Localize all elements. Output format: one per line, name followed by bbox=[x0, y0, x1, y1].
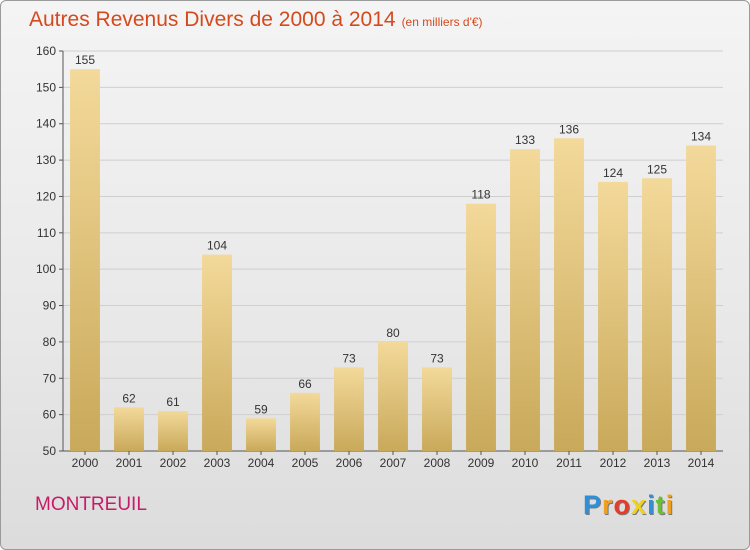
data-label: 104 bbox=[207, 239, 227, 253]
bar bbox=[290, 392, 320, 451]
x-tick-label: 2004 bbox=[248, 456, 275, 470]
bar bbox=[70, 69, 100, 451]
y-tick-label: 160 bbox=[36, 44, 56, 58]
logo-letter: i bbox=[647, 490, 656, 520]
bar bbox=[554, 138, 584, 452]
y-tick-label: 50 bbox=[43, 444, 57, 458]
y-tick-label: 140 bbox=[36, 117, 56, 131]
x-tick-label: 2013 bbox=[644, 456, 671, 470]
data-label: 118 bbox=[471, 188, 490, 202]
logo-letter: x bbox=[631, 490, 648, 520]
y-tick-label: 60 bbox=[43, 408, 57, 422]
y-tick-label: 130 bbox=[36, 153, 56, 167]
x-tick-label: 2009 bbox=[468, 456, 495, 470]
x-tick-label: 2001 bbox=[116, 456, 143, 470]
x-tick-label: 2005 bbox=[292, 456, 319, 470]
bar bbox=[510, 149, 540, 451]
data-label: 133 bbox=[515, 133, 535, 147]
y-tick-label: 80 bbox=[43, 335, 57, 349]
data-label: 124 bbox=[603, 166, 623, 180]
y-tick-labels: 50 60 70 80 90 100 110 120 130 140 150 160 bbox=[36, 44, 56, 458]
x-tick-label: 2007 bbox=[380, 456, 407, 470]
x-tick-label: 2010 bbox=[512, 456, 539, 470]
data-label: 73 bbox=[430, 351, 444, 365]
data-label: 136 bbox=[559, 122, 579, 136]
x-tick-label: 2008 bbox=[424, 456, 451, 470]
chart-unit: (en milliers d'€) bbox=[401, 15, 483, 29]
data-label: 155 bbox=[75, 53, 95, 67]
data-label: 59 bbox=[254, 402, 268, 416]
data-label: 73 bbox=[342, 351, 356, 365]
bar bbox=[422, 367, 452, 451]
x-tick-label: 2011 bbox=[556, 456, 582, 470]
logo-letter: r bbox=[602, 490, 614, 520]
bar bbox=[114, 407, 144, 451]
data-label: 66 bbox=[298, 377, 312, 391]
x-tick-label: 2006 bbox=[336, 456, 363, 470]
logo-letter: o bbox=[613, 490, 632, 520]
data-label: 61 bbox=[166, 395, 180, 409]
y-tick-label: 150 bbox=[36, 80, 56, 94]
data-label: 125 bbox=[647, 162, 667, 176]
bar bbox=[598, 181, 628, 451]
data-labels: 155 62 61 104 59 66 73 80 73 118 133 136 124 125 134 bbox=[75, 53, 711, 416]
logo-letter: t bbox=[655, 490, 666, 520]
x-tick-label: 2003 bbox=[204, 456, 231, 470]
logo-letter: P bbox=[583, 490, 603, 520]
x-tick-label: 2000 bbox=[72, 456, 99, 470]
bar bbox=[686, 145, 716, 451]
logo-letter: i bbox=[665, 490, 675, 520]
chart-title-text: Autres Revenus Divers de 2000 à 2014 bbox=[29, 8, 396, 31]
chart-title: Autres Revenus Divers de 2000 à 2014 (en … bbox=[29, 8, 483, 32]
y-tick-label: 120 bbox=[36, 189, 56, 203]
bars bbox=[70, 69, 716, 452]
bar bbox=[202, 254, 232, 451]
bar bbox=[642, 178, 672, 452]
x-tick-label: 2002 bbox=[160, 456, 187, 470]
y-tick-label: 100 bbox=[36, 262, 56, 276]
data-label: 80 bbox=[386, 326, 400, 340]
y-tick-label: 70 bbox=[43, 371, 57, 385]
bar bbox=[466, 203, 496, 451]
x-tick-labels: 2000 2001 2002 2003 2004 2005 2006 2007 2008 2009… bbox=[72, 456, 715, 470]
y-tick-label: 110 bbox=[37, 226, 56, 240]
y-tick-label: 90 bbox=[43, 299, 57, 313]
bar bbox=[246, 418, 276, 451]
bar bbox=[378, 341, 408, 451]
bar bbox=[158, 411, 188, 451]
data-label: 62 bbox=[122, 391, 136, 405]
x-tick-label: 2012 bbox=[600, 456, 627, 470]
x-tick-label: 2014 bbox=[688, 456, 715, 470]
commune-name: MONTREUIL bbox=[35, 494, 147, 515]
proxiti-logo[interactable]: Proxiti bbox=[583, 490, 674, 521]
bar bbox=[334, 367, 364, 451]
data-label: 134 bbox=[691, 130, 711, 144]
